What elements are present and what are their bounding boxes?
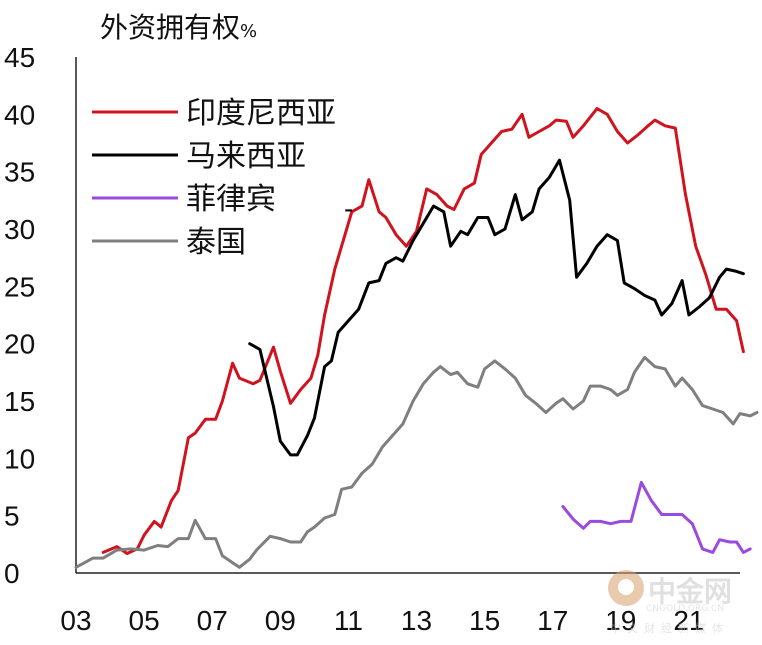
watermark-brand: 中金网 xyxy=(648,575,733,608)
series-line xyxy=(101,107,745,555)
x-tick-label: 15 xyxy=(469,605,500,636)
watermark-url: CNGOLD.ORG.CN xyxy=(646,604,725,614)
series-line xyxy=(74,355,759,569)
chart-title: 外资拥有权% xyxy=(100,6,257,46)
y-tick-label: 20 xyxy=(4,329,35,360)
y-tick-label: 45 xyxy=(4,42,35,73)
chart-title-text: 外资拥有权 xyxy=(100,11,241,44)
legend-label: 印度尼西亚 xyxy=(186,96,336,131)
y-tick-label: 5 xyxy=(4,501,20,532)
series-line xyxy=(561,480,752,554)
y-tick-label: 30 xyxy=(4,214,35,245)
chart-title-unit: % xyxy=(240,21,258,42)
legend-label: 马来西亚 xyxy=(186,139,306,174)
x-tick-label: 21 xyxy=(673,605,704,636)
y-tick-label: 35 xyxy=(4,157,35,188)
x-tick-label: 17 xyxy=(537,605,568,636)
y-tick-label: 0 xyxy=(4,558,20,589)
y-tick-label: 15 xyxy=(4,386,35,417)
y-tick-label: 40 xyxy=(4,99,35,130)
x-tick-label: 03 xyxy=(60,605,91,636)
x-tick-label: 13 xyxy=(401,605,432,636)
legend-label: 泰国 xyxy=(186,225,246,260)
x-tick-label: 19 xyxy=(605,605,636,636)
x-tick-label: 11 xyxy=(334,605,363,636)
watermark-logo-icon xyxy=(608,570,644,606)
legend-label: 菲律宾 xyxy=(186,182,276,217)
y-tick-label: 25 xyxy=(4,271,35,302)
series-line xyxy=(248,158,745,457)
watermark: 中金网 CNGOLD.ORG.CN 中文财经新媒体 xyxy=(604,568,754,638)
y-tick-label: 10 xyxy=(4,443,35,474)
x-tick-label: 09 xyxy=(265,605,296,636)
series-lines xyxy=(74,107,759,569)
x-tick-label: 05 xyxy=(129,605,160,636)
chart-annotation: - xyxy=(344,193,353,224)
watermark-slogan: 中文财经新媒体 xyxy=(610,622,729,635)
x-tick-label: 07 xyxy=(197,605,228,636)
